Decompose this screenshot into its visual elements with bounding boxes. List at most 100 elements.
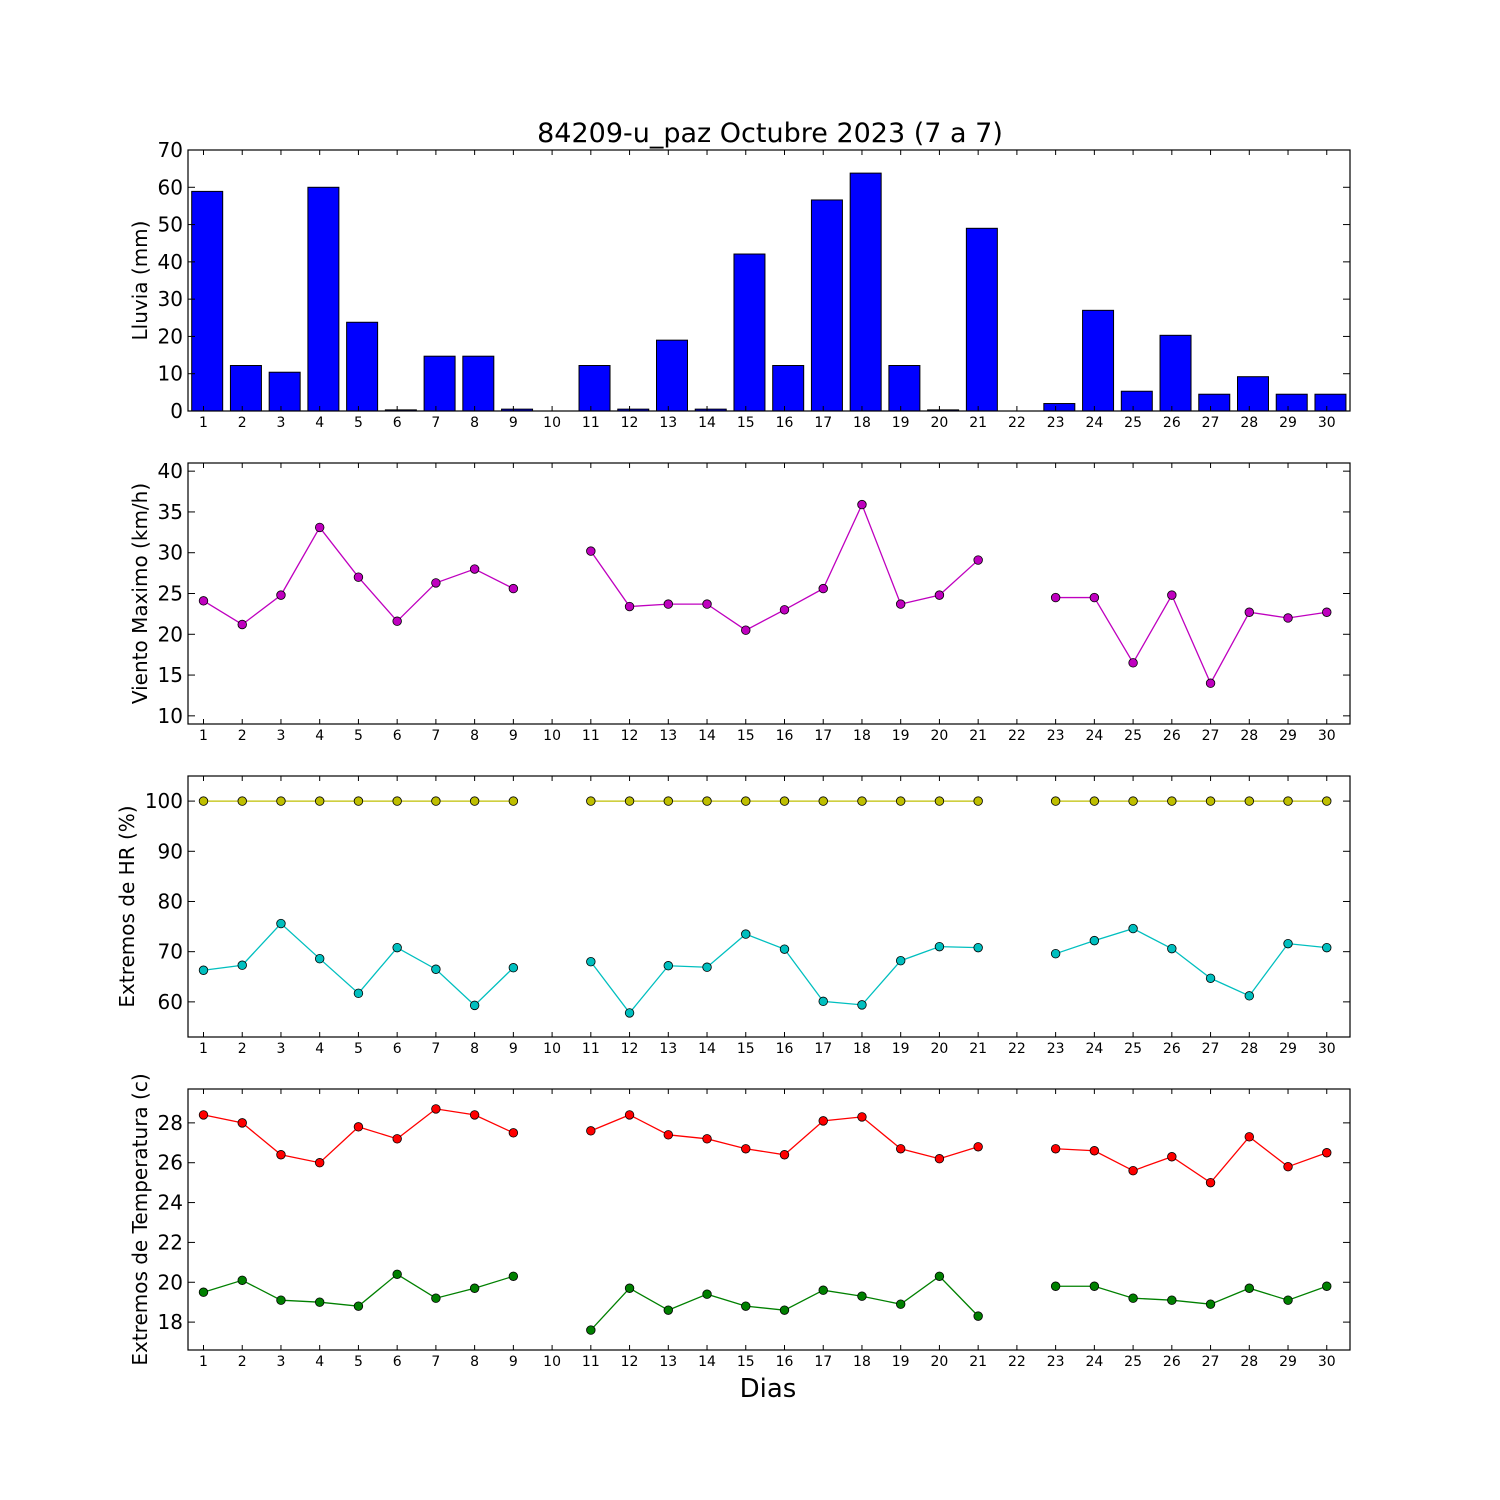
- point-day-11: [586, 957, 596, 967]
- point-day-8: [469, 796, 480, 806]
- point-day-4: [314, 1158, 325, 1168]
- point-day-23: [1050, 796, 1061, 806]
- point-day-14: [702, 1289, 712, 1299]
- x-tick-label: 7: [431, 415, 440, 431]
- y-tick-label: 30: [158, 541, 183, 565]
- point-day-28: [1244, 796, 1254, 806]
- point-day-3: [276, 918, 286, 929]
- point-day-13: [663, 1305, 673, 1315]
- point-day-9: [508, 1271, 519, 1281]
- x-tick-label: 24: [1085, 1041, 1103, 1057]
- x-tick-label: 14: [698, 1354, 716, 1370]
- x-tick-label: 16: [776, 415, 794, 431]
- panels: 1 2 3 4 5 6 7 8 9 10 11 12 13 14 15 16 17 18 19 20 21 22 23 24 2…: [115, 138, 1351, 1370]
- point-day-2: [237, 1275, 247, 1285]
- x-tick-label: 29: [1279, 1354, 1297, 1370]
- point-day-27: [1205, 973, 1216, 983]
- x-tick-label: 5: [354, 1041, 363, 1057]
- y-tick-label: 15: [158, 663, 183, 687]
- x-tick-label: 22: [1008, 728, 1026, 744]
- point-day-20: [934, 1271, 945, 1281]
- point-day-19: [895, 1144, 906, 1154]
- y-tick-label: 18: [158, 1310, 183, 1334]
- x-tick-label: 10: [543, 1041, 561, 1057]
- point-day-2: [237, 960, 247, 970]
- series-2: [198, 1269, 1332, 1335]
- point-day-16: [779, 1305, 790, 1315]
- y-tick-label: 22: [158, 1230, 183, 1254]
- x-tick-label: 18: [853, 1041, 871, 1057]
- bar-day-25: [1120, 390, 1153, 412]
- x-tick-label: 5: [354, 1354, 363, 1370]
- point-day-23: [1050, 1281, 1061, 1291]
- point-day-15: [741, 1301, 751, 1311]
- point-day-6: [392, 796, 402, 806]
- x-tick-label: 27: [1202, 728, 1220, 744]
- point-day-12: [624, 1283, 635, 1293]
- x-tick-label: 25: [1124, 728, 1142, 744]
- series-line-segment-3: [1055, 593, 1327, 685]
- point-day-28: [1244, 1132, 1254, 1142]
- x-tick-label: 21: [969, 728, 987, 744]
- point-day-3: [276, 1295, 286, 1305]
- x-tick-label: 13: [659, 1041, 677, 1057]
- point-day-15: [741, 625, 751, 635]
- point-day-1: [198, 965, 209, 975]
- y-tick-label: 35: [158, 500, 183, 524]
- x-tick-label: 14: [698, 1041, 716, 1057]
- point-day-17: [818, 583, 828, 594]
- point-day-16: [779, 796, 790, 806]
- point-day-9: [508, 963, 519, 973]
- point-day-14: [702, 599, 712, 609]
- point-day-27: [1205, 1299, 1216, 1309]
- y-tick-label: 10: [158, 704, 183, 728]
- point-day-12: [624, 796, 635, 806]
- y-tick-label: 100: [145, 789, 183, 813]
- point-day-12: [624, 601, 635, 612]
- bar-day-15: [733, 253, 766, 412]
- x-tick-label: 25: [1124, 415, 1142, 431]
- point-day-18: [857, 1000, 867, 1010]
- bar-day-7: [423, 355, 456, 412]
- x-tick-label: 26: [1163, 728, 1181, 744]
- x-tick-label: 5: [354, 728, 363, 744]
- x-tick-label: 23: [1047, 1354, 1065, 1370]
- point-day-4: [314, 522, 325, 533]
- point-day-26: [1167, 1295, 1177, 1305]
- x-tick-label: 19: [892, 728, 910, 744]
- bar-day-13: [656, 339, 688, 412]
- x-tick-label: 24: [1085, 415, 1103, 431]
- x-tick-label: 21: [969, 415, 987, 431]
- x-tick-label: 26: [1163, 1354, 1181, 1370]
- x-tick-label: 23: [1047, 415, 1065, 431]
- panel-1: 1 2 3 4 5 6 7 8 9 10 11 12 13 14 15 16 17 18 19 20 21 22 23 24 2…: [128, 138, 1351, 431]
- point-day-29: [1283, 796, 1293, 806]
- series-1: [198, 1104, 1332, 1188]
- x-tick-label: 22: [1008, 1354, 1026, 1370]
- point-day-23: [1050, 592, 1061, 603]
- y-axis-label: Viento Maximo (km/h): [128, 483, 152, 704]
- point-day-2: [237, 619, 247, 630]
- point-day-24: [1089, 1281, 1100, 1291]
- point-day-5: [353, 988, 364, 999]
- point-day-4: [314, 954, 325, 964]
- x-tick-label: 1: [199, 1041, 208, 1057]
- bar-day-28: [1237, 376, 1269, 412]
- point-day-25: [1128, 796, 1138, 806]
- series-line-segment-1: [203, 1108, 514, 1164]
- x-tick-label: 30: [1318, 1354, 1336, 1370]
- x-tick-label: 22: [1008, 1041, 1026, 1057]
- x-tick-label: 18: [853, 728, 871, 744]
- series-line-segment-3: [1055, 1135, 1327, 1184]
- x-tick-label: 2: [238, 728, 247, 744]
- point-day-26: [1167, 590, 1177, 600]
- x-tick-label: 6: [393, 1041, 402, 1057]
- x-tick-label: 19: [892, 415, 910, 431]
- x-tick-label: 6: [393, 415, 402, 431]
- x-tick-label: 19: [892, 1041, 910, 1057]
- point-day-3: [276, 796, 286, 806]
- x-tick-label: 20: [931, 728, 949, 744]
- point-day-5: [353, 572, 364, 582]
- bar-day-29: [1275, 393, 1308, 412]
- x-tick-label: 2: [238, 1041, 247, 1057]
